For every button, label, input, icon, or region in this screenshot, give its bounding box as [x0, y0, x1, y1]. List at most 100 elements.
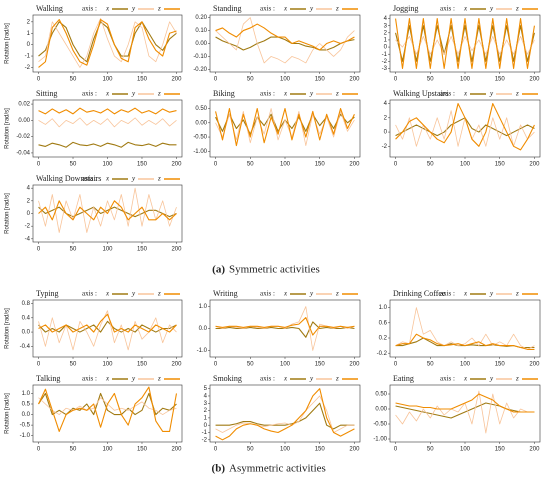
y-axis-label: Rotation [rad/s] [5, 23, 11, 64]
y-tick-label: 0.10 [195, 28, 207, 34]
legend-label: x [105, 290, 110, 298]
x-tick-label: 0 [214, 77, 218, 83]
x-tick-label: 0 [394, 362, 398, 368]
plot-frame [32, 14, 183, 73]
y-tick-label: -0.4 [20, 344, 31, 350]
series-line [38, 19, 177, 68]
legend-label: x [463, 290, 468, 298]
x-tick-label: 100 [280, 447, 291, 453]
legend-label: z [335, 90, 339, 98]
plot-frame [389, 299, 541, 358]
x-tick-label: 100 [460, 447, 471, 453]
y-tick-label: -0.50 [373, 422, 387, 428]
series-line [395, 393, 535, 413]
legend-label: z [515, 5, 519, 13]
legend-label: z [335, 375, 339, 383]
legend-label: x [283, 375, 288, 383]
series-line [215, 17, 355, 64]
x-tick-label: 100 [102, 247, 113, 253]
y-tick-label: 2 [204, 408, 208, 414]
legend-label: x [283, 5, 288, 13]
x-tick-label: 100 [280, 77, 291, 83]
series-line [215, 108, 355, 147]
y-axis-label: Rotation [rad/s] [5, 393, 11, 434]
legend-label: y [131, 90, 136, 98]
x-tick-label: 100 [280, 362, 291, 368]
plot-frame [209, 384, 361, 443]
y-tick-label: 0.00 [195, 120, 207, 126]
caption-text: Asymmetric activities [229, 463, 326, 475]
x-tick-label: 100 [460, 77, 471, 83]
caption-label: (b) [212, 463, 226, 475]
panel-title: Biking [213, 89, 235, 98]
legend-label: y [309, 90, 314, 98]
legend-label: x [283, 290, 288, 298]
y-tick-label: 5 [204, 386, 208, 392]
y-tick-label: 0 [384, 45, 388, 51]
plot-frame [389, 99, 541, 158]
legend-label: y [489, 375, 494, 383]
legend-label: x [105, 175, 110, 183]
x-tick-label: 150 [137, 162, 148, 168]
y-tick-label: -4 [25, 236, 31, 242]
y-tick-label: -0.04 [16, 151, 30, 157]
x-tick-label: 0 [214, 447, 218, 453]
caption-text: Symmetric activities [229, 264, 320, 276]
y-tick-label: 1.0 [22, 391, 31, 397]
legend-label: z [157, 175, 161, 183]
y-tick-label: -2 [382, 59, 388, 65]
legend-label: y [131, 375, 136, 383]
series-line [395, 307, 535, 350]
series-line [38, 310, 177, 351]
y-tick-label: 0 [384, 130, 388, 136]
y-axis-label: Rotation [rad/s] [5, 193, 11, 234]
y-tick-label: -0.20 [193, 67, 207, 73]
legend-label: y [309, 5, 314, 13]
x-tick-label: 200 [171, 247, 182, 253]
y-tick-label: 4 [204, 394, 208, 400]
y-tick-label: 0.00 [18, 118, 30, 124]
legend-label: y [131, 5, 136, 13]
series-line [38, 141, 177, 148]
legend-label: y [131, 175, 136, 183]
x-tick-label: 50 [70, 447, 77, 453]
y-tick-label: 0.6 [379, 320, 388, 326]
legend-title: axis : [440, 90, 455, 98]
x-tick-label: 100 [102, 447, 113, 453]
x-tick-label: 200 [349, 162, 360, 168]
legend-label: y [309, 375, 314, 383]
y-tick-label: 0.2 [379, 336, 388, 342]
series-line [38, 206, 177, 218]
plot-frame [32, 184, 183, 243]
y-tick-label: 4 [384, 16, 388, 22]
panel-title: Jogging [393, 4, 418, 13]
legend-title: axis : [82, 5, 97, 13]
y-tick-label: 1 [384, 38, 388, 44]
x-tick-label: 0 [394, 447, 398, 453]
panel-title: Writing [213, 289, 238, 298]
legend-label: z [335, 290, 339, 298]
y-tick-label: -2 [382, 144, 388, 150]
series-line [215, 36, 355, 51]
legend-title: axis : [82, 90, 97, 98]
y-tick-label: 0.50 [195, 106, 207, 112]
series-line [215, 108, 355, 147]
series-line [215, 306, 355, 351]
series-line [38, 320, 177, 333]
x-tick-label: 50 [427, 77, 434, 83]
y-tick-label: 0.5 [22, 402, 31, 408]
x-tick-label: 150 [315, 362, 326, 368]
y-tick-label: 0 [27, 42, 31, 48]
x-tick-label: 200 [171, 362, 182, 368]
x-tick-label: 50 [427, 162, 434, 168]
legend-label: y [489, 5, 494, 13]
y-tick-label: -0.02 [16, 134, 30, 140]
legend-label: x [105, 90, 110, 98]
panel-title: Walking Upstairs [393, 89, 449, 98]
x-tick-label: 200 [529, 447, 540, 453]
series-line [38, 200, 177, 221]
x-tick-label: 150 [495, 447, 506, 453]
y-axis-label: Rotation [rad/s] [5, 108, 11, 149]
